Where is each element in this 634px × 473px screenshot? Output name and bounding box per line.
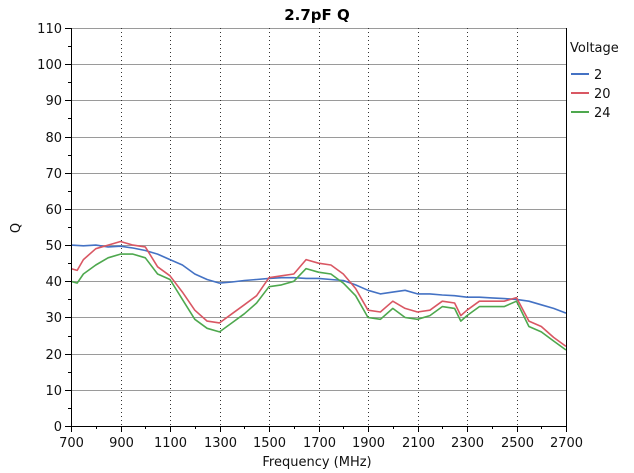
y-tick-label-100: 100	[37, 58, 62, 73]
y-axis-title: Q	[9, 223, 24, 233]
y-tick-label-0: 0	[54, 420, 62, 435]
y-tick-label-30: 30	[45, 311, 62, 326]
x-tick-label-2100: 2100	[402, 436, 435, 451]
y-tick-label-110: 110	[37, 22, 62, 37]
legend-label-2: 2	[594, 68, 602, 83]
series-line-2	[70, 244, 567, 314]
grid	[71, 28, 566, 426]
x-tick-label-2500: 2500	[501, 436, 534, 451]
axes: 0 10 20 30 40 50 60 70 80 90 100 110 700 900 1100 1300 1…	[37, 22, 583, 451]
x-axis-title: Frequency (MHz)	[262, 455, 371, 470]
series-lines	[70, 240, 567, 351]
y-tick-label-40: 40	[45, 275, 62, 290]
y-tick-label-60: 60	[45, 203, 62, 218]
legend-title: Voltage	[570, 41, 619, 56]
x-tick-label-1100: 1100	[154, 436, 187, 451]
x-tick-label-700: 700	[59, 436, 84, 451]
y-tick-label-20: 20	[45, 348, 62, 363]
y-tick-label-90: 90	[45, 94, 62, 109]
x-tick-label-1700: 1700	[303, 436, 336, 451]
y-tick-label-50: 50	[45, 239, 62, 254]
x-tick-label-2700: 2700	[550, 436, 583, 451]
series-line-20	[70, 240, 567, 348]
x-tick-label-900: 900	[109, 436, 134, 451]
y-tick-label-10: 10	[45, 384, 62, 399]
legend: Voltage 2 20 24	[570, 41, 619, 121]
y-tick-label-70: 70	[45, 167, 62, 182]
legend-label-20: 20	[594, 87, 611, 102]
chart-title: 2.7pF Q	[284, 6, 350, 24]
x-tick-label-2300: 2300	[451, 436, 484, 451]
legend-label-24: 24	[594, 106, 611, 121]
x-tick-label-1900: 1900	[352, 436, 385, 451]
x-tick-label-1300: 1300	[204, 436, 237, 451]
x-tick-label-1500: 1500	[253, 436, 286, 451]
series-line-24	[70, 253, 567, 351]
y-tick-label-80: 80	[45, 131, 62, 146]
